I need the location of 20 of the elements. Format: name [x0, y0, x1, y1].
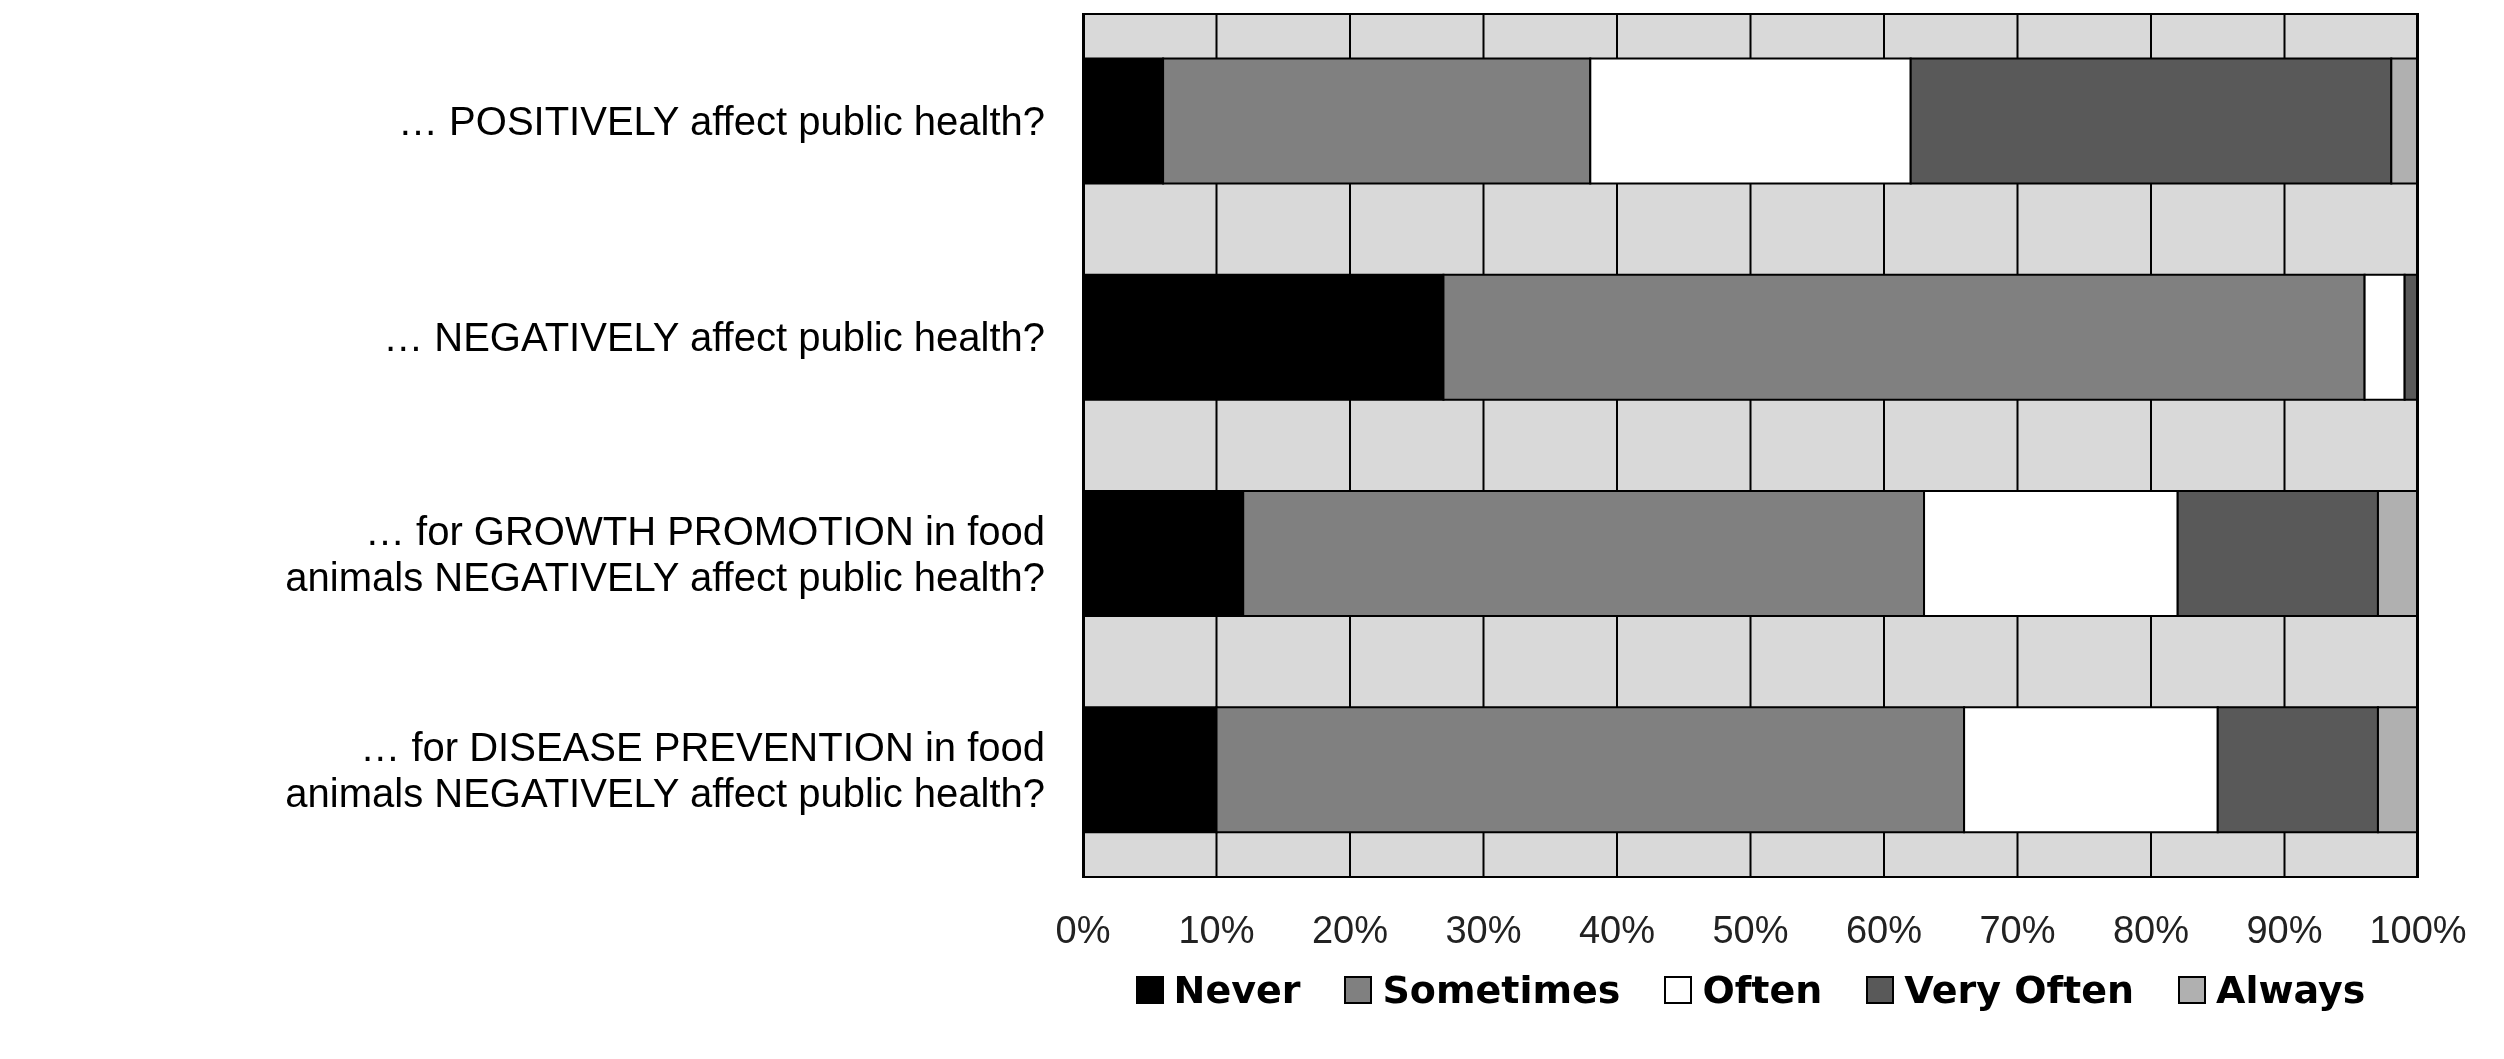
legend-label: Very Often — [1904, 968, 2134, 1012]
legend-label: Often — [1702, 968, 1823, 1012]
x-tick-label: 80% — [2112, 908, 2190, 951]
x-tick-label: 70% — [1979, 908, 2056, 951]
legend-label: Never — [1173, 968, 1301, 1012]
legend-label: Always — [2215, 968, 2366, 1012]
y-tick-label: … NEGATIVELY affect public health? — [383, 315, 1045, 360]
x-tick-label: 90% — [2246, 908, 2323, 951]
x-tick-label: 30% — [1445, 908, 1522, 951]
legend-label: Sometimes — [1382, 968, 1621, 1012]
x-tick-label: 10% — [1178, 908, 1255, 951]
x-tick-label: 20% — [1311, 908, 1389, 951]
x-tick-label: 60% — [1845, 908, 1923, 951]
x-tick-label: 0% — [1055, 908, 1111, 951]
y-tick-label: … for DISEASE PREVENTION in food animals NEGATIVELY affect public health? — [285, 724, 1045, 815]
x-tick-label: 50% — [1712, 908, 1789, 951]
x-tick-label: 40% — [1578, 908, 1656, 951]
y-tick-label: … for GROWTH PROMOTION in food animals NEGATIVELY affect public health? — [285, 508, 1045, 599]
y-tick-label: … POSITIVELY affect public health? — [397, 99, 1045, 144]
x-tick-label: 100% — [2369, 908, 2467, 951]
